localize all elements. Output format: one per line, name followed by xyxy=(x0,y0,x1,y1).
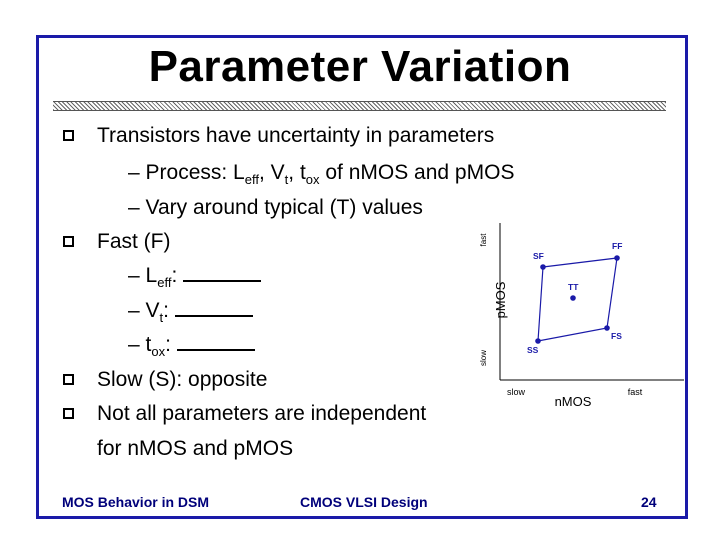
bullet-box xyxy=(63,236,74,247)
fast-item-leff: – Leff: xyxy=(128,264,262,291)
corner-sf-dot xyxy=(540,264,546,270)
item-main: V xyxy=(145,299,160,322)
dash: – xyxy=(128,196,140,219)
sub-vary: – Vary around typical (T) values xyxy=(128,196,423,220)
corner-sf-label: SF xyxy=(533,251,544,261)
process-suffix: of nMOS and pMOS xyxy=(319,161,515,184)
dash: – xyxy=(128,299,140,322)
answer-blank xyxy=(176,333,255,351)
fast-item-vt: – Vt: xyxy=(128,299,253,325)
page-number: 24 xyxy=(641,494,657,510)
corner-ss-dot xyxy=(535,338,541,344)
process-mid2: , t xyxy=(288,161,306,184)
x-slow-label: slow xyxy=(507,387,526,397)
corner-diagram: pMOS nMOS fast slow slow fast SF FF TT S… xyxy=(479,223,684,409)
footer-center: CMOS VLSI Design xyxy=(300,494,428,510)
dash: – xyxy=(128,333,140,356)
sub-ox: ox xyxy=(305,172,320,188)
corner-ff-dot xyxy=(614,255,620,261)
item-colon: : xyxy=(163,299,170,322)
bullet-slow: Slow (S): opposite xyxy=(97,368,268,391)
vary-text: Vary around typical (T) values xyxy=(145,196,423,219)
corner-tt-dot xyxy=(570,295,576,301)
corner-tt-label: TT xyxy=(568,282,579,292)
fast-item-tox: – tox: xyxy=(128,333,255,359)
bullet-not-independent: Not all parameters are independent xyxy=(97,402,427,425)
answer-blank xyxy=(174,299,253,317)
dash: – xyxy=(128,161,140,184)
bullet-transistors: Transistors have uncertainty in paramete… xyxy=(97,124,495,147)
item-main: t xyxy=(145,333,152,356)
title-rule xyxy=(53,101,666,111)
y-slow-label: slow xyxy=(479,350,488,366)
dash: – xyxy=(128,264,140,287)
item-sub: eff xyxy=(157,275,172,291)
bullet-box xyxy=(63,130,74,141)
corner-fs-label: FS xyxy=(611,331,622,341)
x-fast-label: fast xyxy=(628,387,643,397)
answer-blank xyxy=(183,264,262,282)
slide-title: Parameter Variation xyxy=(148,42,572,91)
bullet-fast: Fast (F) xyxy=(97,230,171,253)
footer-left: MOS Behavior in DSM xyxy=(62,494,210,510)
sub-t: t xyxy=(284,172,289,188)
item-colon: : xyxy=(171,264,178,287)
sub-eff: eff xyxy=(244,172,259,188)
bullet-box xyxy=(63,374,74,385)
corner-ss-label: SS xyxy=(527,345,539,355)
item-sub: t xyxy=(159,310,164,326)
slide-frame xyxy=(36,35,688,519)
corner-ff-label: FF xyxy=(612,241,622,251)
x-axis-label: nMOS xyxy=(555,394,592,409)
process-mid1: , V xyxy=(258,161,285,184)
item-sub: ox xyxy=(151,344,166,360)
sub-process: – Process: Leff, Vt, tox of nMOS and pMO… xyxy=(128,161,514,187)
bullet-continuation: for nMOS and pMOS xyxy=(97,437,294,460)
bullet-box xyxy=(63,408,74,419)
item-colon: : xyxy=(165,333,171,356)
y-axis-label: pMOS xyxy=(493,281,508,318)
item-main: L xyxy=(145,264,158,287)
y-fast-label: fast xyxy=(479,233,488,247)
corner-fs-dot xyxy=(604,325,610,331)
process-prefix: Process: L xyxy=(145,161,245,184)
